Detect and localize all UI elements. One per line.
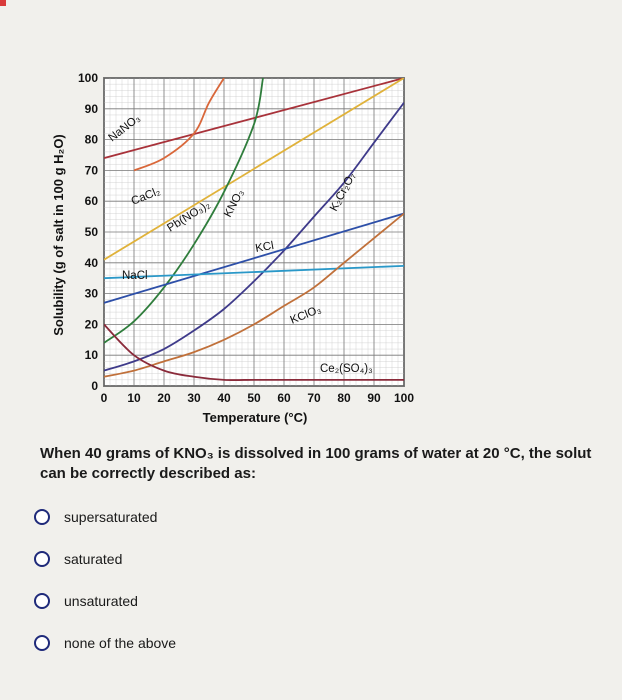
x-tick-label: 60 [277, 391, 291, 405]
series-line [104, 264, 404, 280]
y-tick-label: 70 [85, 163, 99, 177]
radio-button[interactable] [34, 635, 50, 651]
series-label: KCl [254, 240, 274, 255]
x-tick-label: 20 [157, 391, 171, 405]
x-tick-label: 10 [127, 391, 141, 405]
question-text: When 40 grams of KNO₃ is dissolved in 10… [40, 445, 592, 482]
option-none-of-the-above[interactable]: none of the above [34, 630, 176, 656]
y-tick-label: 10 [85, 348, 99, 362]
corner-mark [0, 0, 6, 6]
grid [103, 77, 405, 387]
x-tick-label: 40 [217, 391, 231, 405]
y-axis-label: Solubility (g of salt in 100 g H₂O) [51, 134, 66, 336]
option-label: supersaturated [64, 509, 158, 525]
x-tick-label: 100 [394, 391, 414, 405]
x-tick-label: 80 [337, 391, 351, 405]
option-label: none of the above [64, 635, 177, 651]
x-tick-label: 70 [307, 391, 321, 405]
series-line [104, 78, 264, 344]
y-tick-label: 40 [85, 256, 99, 270]
y-tick-label: 60 [85, 194, 99, 208]
y-tick-label: 90 [85, 102, 99, 116]
y-tick-label: 50 [85, 225, 99, 239]
option-label: unsaturated [64, 593, 138, 609]
series-line [104, 78, 404, 159]
option-label: saturated [64, 551, 123, 567]
series-line [133, 78, 225, 172]
series-lines [104, 78, 404, 381]
radio-button[interactable] [34, 551, 50, 567]
series-line [104, 78, 404, 261]
radio-button[interactable] [34, 593, 50, 609]
y-tick-label: 20 [85, 317, 99, 331]
tick-labels: 0 10 20 30 40 50 60 70 80 90 100 0 10 20 30 40 50 60 70 80 9… [78, 71, 414, 405]
series-line [104, 323, 404, 381]
x-tick-label: 50 [247, 391, 261, 405]
answer-options: supersaturated saturated unsaturated non… [34, 504, 176, 672]
x-axis-label: Temperature (°C) [203, 410, 308, 425]
y-tick-label: 100 [78, 71, 98, 85]
option-unsaturated[interactable]: unsaturated [34, 588, 176, 614]
solubility-chart: NaNO₃ CaCl₂ Pb(NO₃)₂ KNO₃ K₂Cr₂O₇ KCl NaCl KClO… [51, 71, 414, 425]
option-supersaturated[interactable]: supersaturated [34, 504, 176, 530]
y-tick-label: 0 [91, 379, 98, 393]
option-saturated[interactable]: saturated [34, 546, 176, 572]
series-line [104, 212, 404, 304]
series-label: Ce₂(SO₄)₃ [320, 363, 373, 375]
series-line [104, 102, 404, 372]
y-tick-label: 30 [85, 287, 99, 301]
radio-button[interactable] [34, 509, 50, 525]
series-line [104, 212, 404, 378]
y-tick-label: 80 [85, 133, 99, 147]
x-tick-label: 30 [187, 391, 201, 405]
x-tick-label: 0 [101, 391, 108, 405]
x-tick-label: 90 [367, 391, 381, 405]
series-label: NaCl [122, 270, 148, 282]
